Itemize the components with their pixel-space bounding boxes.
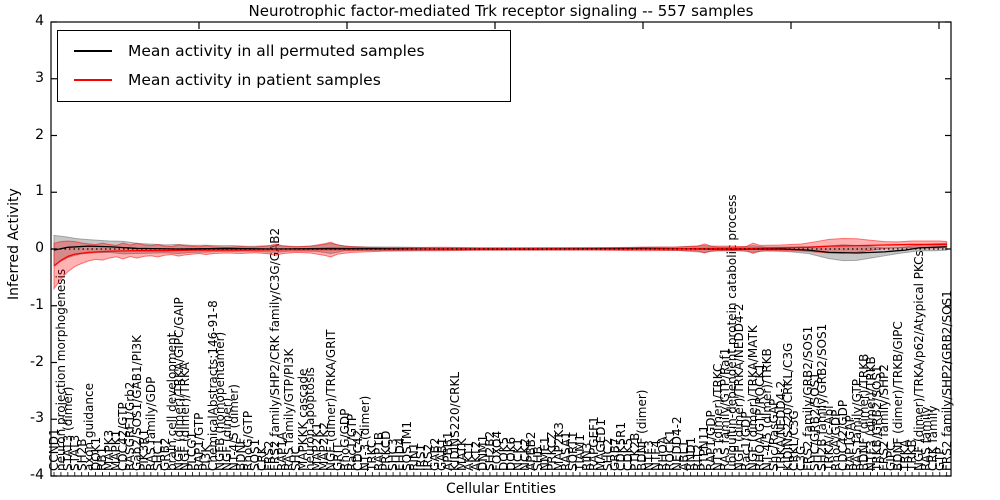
legend-label: Mean activity in patient samples bbox=[128, 70, 381, 89]
chart-title: Neurotrophic factor-mediated Trk recepto… bbox=[248, 2, 754, 20]
y-tick-label: -1 bbox=[30, 296, 44, 313]
y-tick-label: 1 bbox=[35, 183, 44, 200]
y-tick-label: 0 bbox=[35, 240, 44, 256]
y-tick-label: 2 bbox=[35, 126, 44, 143]
legend-item-permuted: Mean activity in all permuted samples bbox=[58, 36, 510, 65]
y-tick-label: -4 bbox=[30, 467, 44, 483]
patient-std-band bbox=[53, 238, 948, 291]
y-tick-label: 4 bbox=[35, 13, 44, 29]
legend-label: Mean activity in all permuted samples bbox=[128, 41, 425, 60]
patient-mean-line bbox=[53, 243, 947, 267]
patient-line-swatch bbox=[74, 78, 112, 81]
legend: Mean activity in all permuted samples Me… bbox=[57, 30, 511, 102]
y-tick-label: 3 bbox=[35, 69, 44, 86]
y-tick-label: -2 bbox=[30, 353, 44, 370]
permuted-line-swatch bbox=[74, 49, 112, 52]
x-axis-label: Cellular Entities bbox=[445, 481, 557, 497]
y-tick-label: -3 bbox=[30, 410, 44, 427]
legend-item-patient: Mean activity in patient samples bbox=[58, 65, 510, 94]
